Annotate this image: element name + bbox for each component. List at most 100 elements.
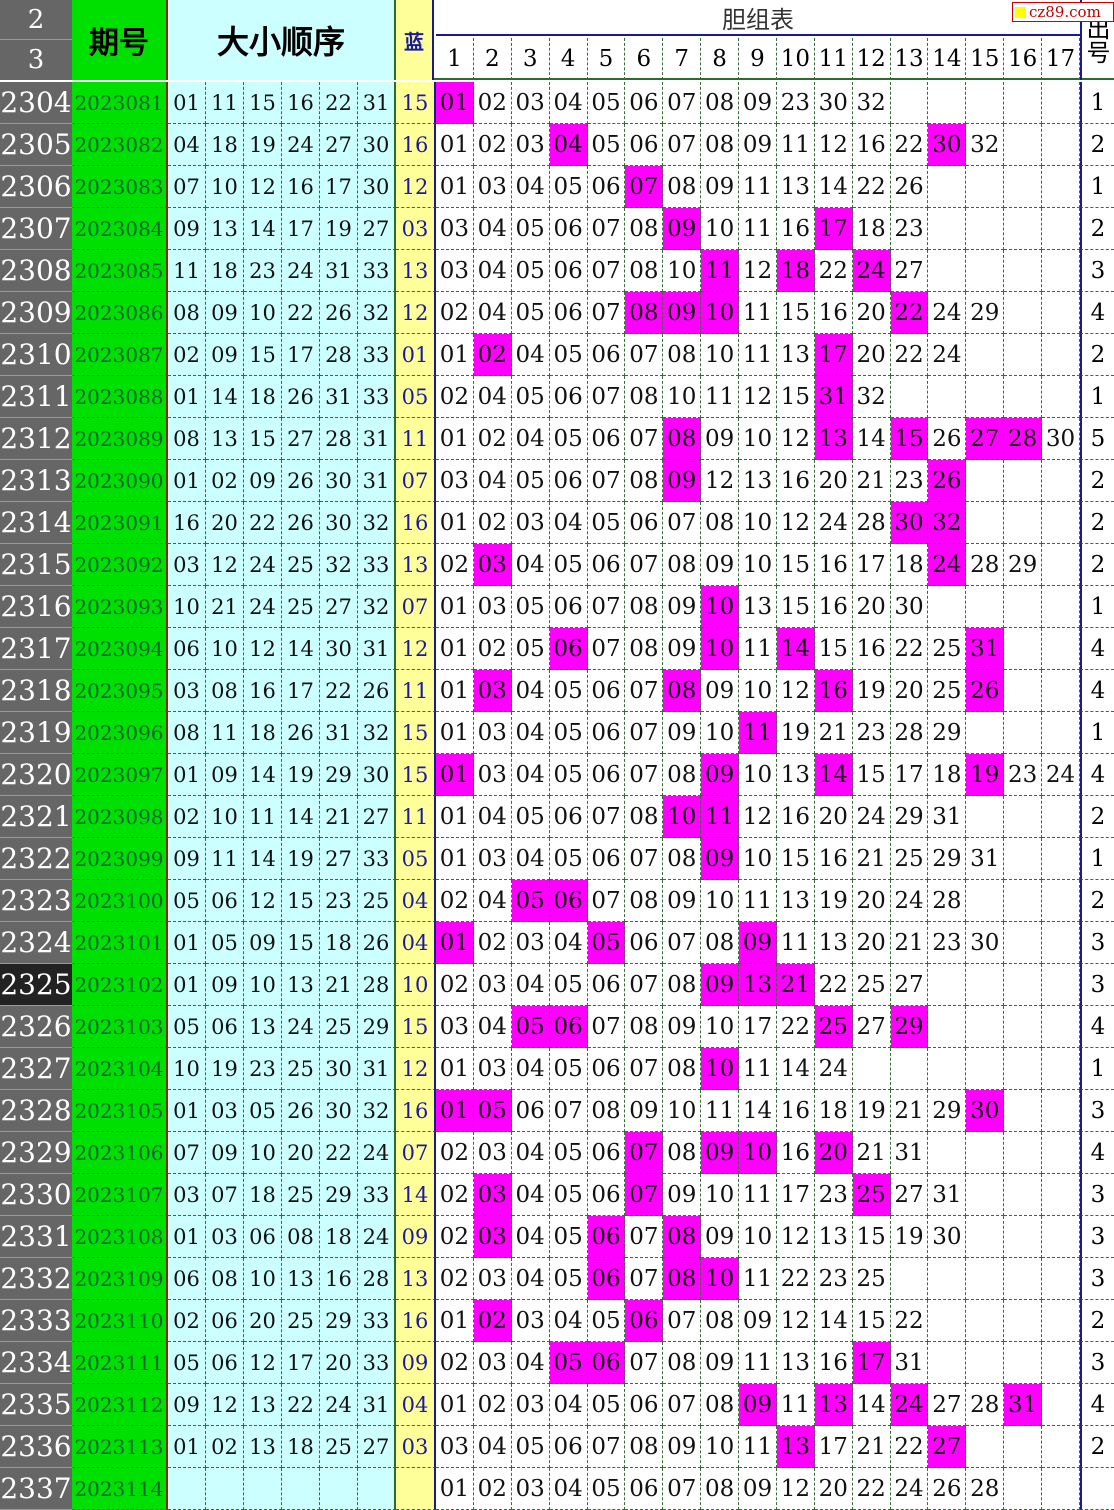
dan-cell-hit: 03 — [473, 670, 512, 712]
draw-number: 31 — [320, 376, 358, 418]
dan-cell-hit: 06 — [549, 880, 588, 922]
dan-cell: 21 — [852, 1132, 891, 1174]
dan-cell-hit: 17 — [814, 334, 853, 376]
period-cell: 2023103 — [72, 1006, 168, 1048]
draw-number: 30 — [320, 502, 358, 544]
dan-cell: 01 — [436, 418, 474, 460]
dan-cell — [1004, 1174, 1043, 1216]
dan-cell: 12 — [776, 670, 815, 712]
period-cell: 2023100 — [72, 880, 168, 922]
draw-number: 12 — [244, 1342, 282, 1384]
draw-number: 09 — [168, 838, 206, 880]
dan-cell — [1042, 292, 1080, 334]
table-header: 2 3 期号 大小顺序 蓝 胆组表 1 2 3 4 5 6 7 8 9 10 11 12 13 14 15 1… — [0, 0, 1114, 80]
dan-cell: 08 — [625, 628, 664, 670]
dan-cell: 09 — [701, 418, 740, 460]
dan-cell-hit: 13 — [814, 1384, 853, 1426]
dan-cell-hit: 30 — [966, 1090, 1005, 1132]
dan-cell — [1004, 124, 1043, 166]
dan-cell: 05 — [511, 1426, 550, 1468]
draw-number: 05 — [168, 1342, 206, 1384]
dan-cell: 07 — [587, 460, 626, 502]
dan-cell — [890, 82, 929, 124]
dan-cell: 30 — [814, 82, 853, 124]
dan-cell — [1004, 670, 1043, 712]
dan-cell: 11 — [739, 166, 777, 208]
hits-count: 1 — [1080, 376, 1114, 418]
dan-cell: 09 — [701, 1342, 740, 1384]
draw-number: 26 — [320, 292, 358, 334]
dan-cell: 01 — [436, 586, 474, 628]
row-number: 2319 — [0, 712, 72, 754]
dan-col-header: 2 — [474, 38, 512, 80]
draw-number: 11 — [244, 796, 282, 838]
dan-cell: 08 — [663, 1132, 702, 1174]
dan-cell — [966, 1258, 1005, 1300]
dan-cell — [1004, 82, 1043, 124]
draw-number: 27 — [320, 586, 358, 628]
draw-number: 09 — [206, 1132, 244, 1174]
row-number: 2311 — [0, 376, 72, 418]
dan-cell: 02 — [473, 922, 512, 964]
blue-number: 01 — [396, 334, 436, 376]
period-header: 期号 — [72, 0, 168, 80]
dan-cell: 09 — [663, 1426, 702, 1468]
draw-number: 09 — [206, 334, 244, 376]
draw-number: 14 — [282, 628, 320, 670]
period-cell: 2023093 — [72, 586, 168, 628]
draw-number: 27 — [358, 1426, 396, 1468]
dan-cell: 07 — [663, 1384, 702, 1426]
dan-cell: 07 — [587, 292, 626, 334]
dan-cell: 06 — [625, 1468, 664, 1510]
draw-number: 05 — [168, 880, 206, 922]
dan-cell: 24 — [814, 502, 853, 544]
dan-cell: 07 — [587, 880, 626, 922]
dan-cell: 19 — [852, 1090, 891, 1132]
dan-cell — [1042, 502, 1080, 544]
dan-cell: 03 — [511, 124, 550, 166]
blue-number: 09 — [396, 1216, 436, 1258]
draw-number: 12 — [244, 880, 282, 922]
row-number: 2326 — [0, 1006, 72, 1048]
draw-number: 11 — [206, 82, 244, 124]
draw-number: 06 — [168, 628, 206, 670]
dan-cell-hit: 09 — [701, 754, 740, 796]
dan-cell: 06 — [587, 166, 626, 208]
draw-number: 08 — [206, 1258, 244, 1300]
dan-cell: 04 — [511, 670, 550, 712]
dan-cell — [1042, 1342, 1080, 1384]
dan-cell: 15 — [776, 376, 815, 418]
dan-cell: 10 — [739, 544, 777, 586]
row-number: 2329 — [0, 1132, 72, 1174]
draw-number: 22 — [320, 82, 358, 124]
dan-cell: 18 — [890, 544, 929, 586]
dan-cell: 31 — [966, 838, 1005, 880]
dan-cell: 22 — [890, 1300, 929, 1342]
dan-cell: 28 — [966, 544, 1005, 586]
blue-number: 04 — [396, 880, 436, 922]
draw-number: 25 — [320, 1426, 358, 1468]
draw-number: 29 — [358, 1006, 396, 1048]
draw-number: 13 — [206, 208, 244, 250]
hits-count: 2 — [1080, 124, 1114, 166]
dan-cell: 06 — [587, 1132, 626, 1174]
dan-cell: 23 — [814, 1174, 853, 1216]
draw-number: 20 — [282, 1132, 320, 1174]
dan-cell — [1042, 1258, 1080, 1300]
draw-number: 07 — [168, 166, 206, 208]
dan-cell: 06 — [549, 292, 588, 334]
dan-cell: 06 — [587, 418, 626, 460]
dan-cell: 29 — [928, 712, 967, 754]
dan-cell: 13 — [776, 1342, 815, 1384]
dan-cell: 09 — [663, 880, 702, 922]
draw-number: 10 — [244, 1258, 282, 1300]
dan-col-header: 6 — [625, 38, 664, 80]
dan-cell-hit: 03 — [473, 544, 512, 586]
blue-number: 04 — [396, 1384, 436, 1426]
dan-cell: 06 — [549, 208, 588, 250]
draw-number: 22 — [244, 502, 282, 544]
row-number: 2332 — [0, 1258, 72, 1300]
sorted-header: 大小顺序 — [168, 0, 396, 80]
dan-cell: 06 — [511, 1090, 550, 1132]
dan-cell: 03 — [473, 1048, 512, 1090]
